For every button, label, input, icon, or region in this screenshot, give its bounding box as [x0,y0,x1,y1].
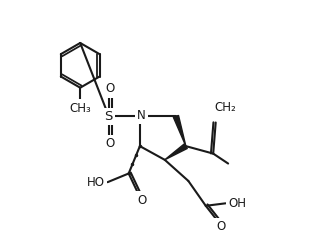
Text: O: O [105,82,115,96]
Text: O: O [105,137,115,150]
Text: HO: HO [87,176,105,189]
Text: S: S [105,110,113,123]
Polygon shape [165,144,187,160]
Text: OH: OH [229,197,247,210]
Text: O: O [216,220,225,233]
Text: O: O [137,194,147,206]
Polygon shape [173,116,186,146]
Text: N: N [137,108,146,122]
Text: CH₃: CH₃ [69,102,91,114]
Text: CH₂: CH₂ [215,101,237,114]
